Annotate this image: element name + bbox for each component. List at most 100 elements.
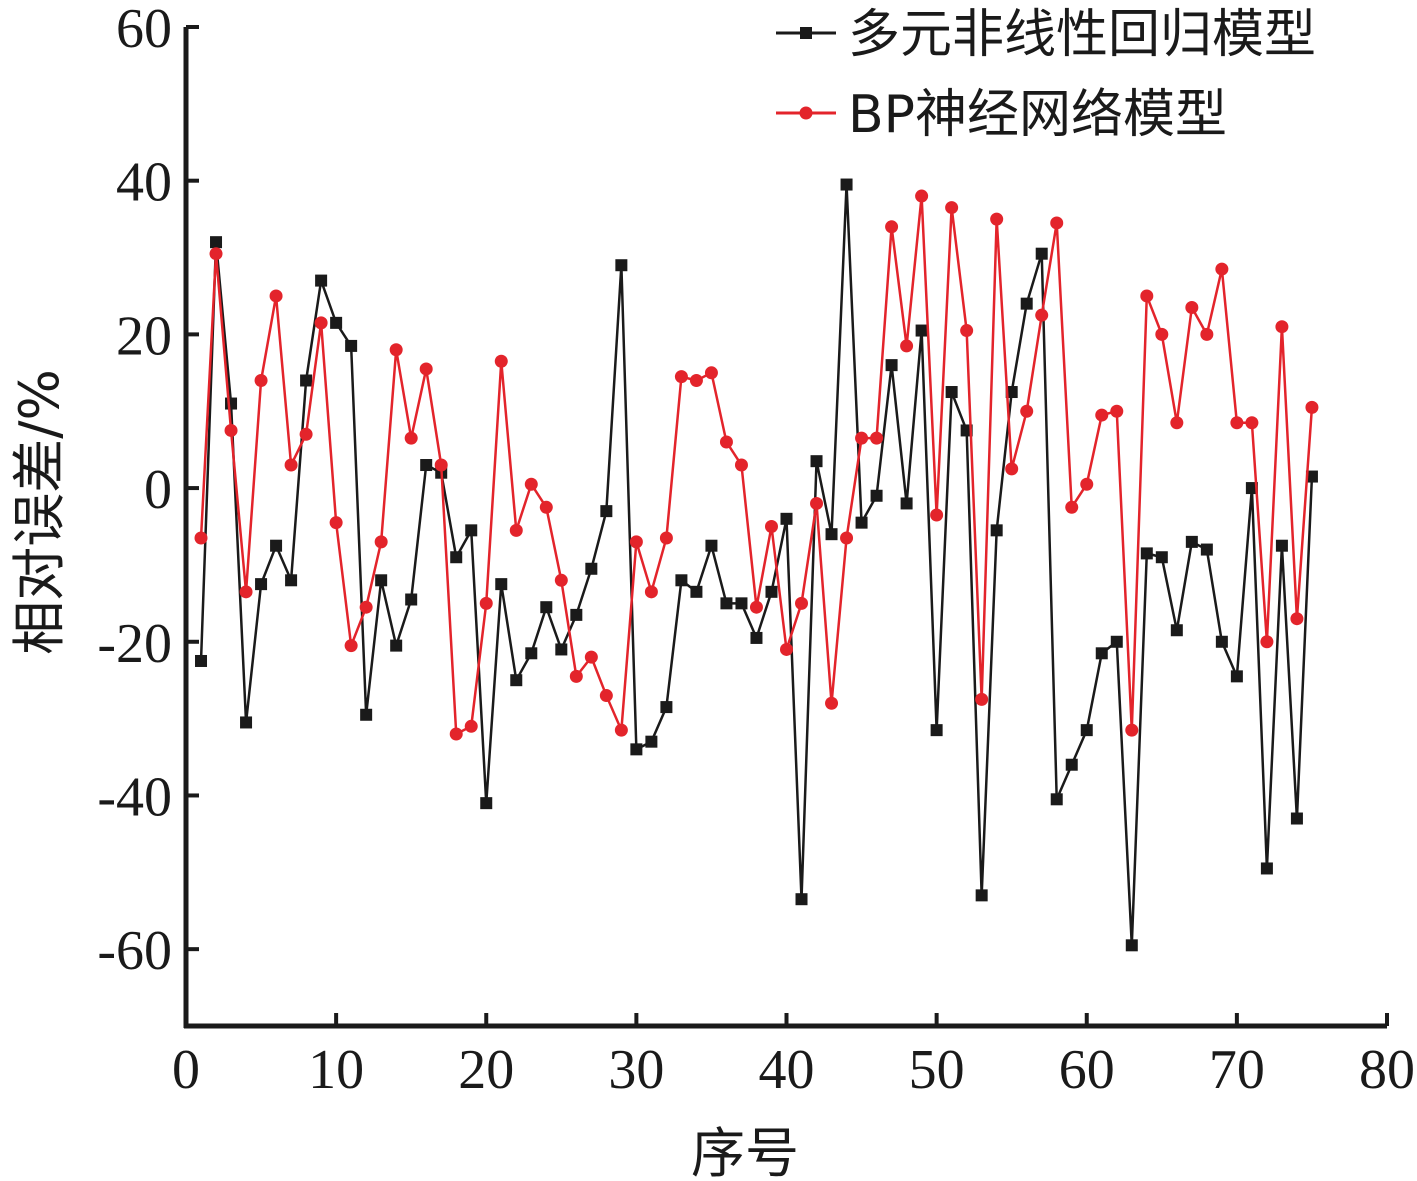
data-point: [599, 689, 613, 703]
data-point: [194, 531, 208, 545]
data-point: [555, 643, 568, 656]
data-point: [1290, 612, 1304, 626]
data-point: [359, 600, 373, 614]
x-tick-label: 70: [1209, 1039, 1265, 1101]
data-point: [1155, 327, 1169, 341]
data-point: [734, 458, 748, 472]
x-tick-label: 0: [172, 1039, 200, 1101]
data-point: [645, 735, 658, 748]
data-point: [660, 701, 673, 714]
data-point: [615, 259, 628, 272]
data-point: [690, 585, 703, 598]
data-point: [885, 220, 899, 234]
data-point: [810, 455, 823, 468]
data-point: [585, 562, 598, 575]
data-point: [930, 724, 943, 737]
data-point: [495, 578, 508, 591]
data-point: [360, 708, 373, 721]
data-point: [1125, 723, 1139, 737]
data-point: [209, 247, 223, 261]
data-point: [870, 431, 884, 445]
x-tick-label: 10: [308, 1039, 364, 1101]
data-point: [1245, 482, 1258, 495]
data-point: [494, 354, 508, 368]
legend-label: 多元非线性回归模型: [848, 5, 1316, 65]
data-point: [735, 597, 748, 610]
data-point: [239, 585, 253, 599]
data-point: [1290, 812, 1303, 825]
data-point: [300, 374, 313, 387]
data-point: [299, 427, 313, 441]
data-point: [525, 647, 538, 660]
data-point: [840, 178, 853, 191]
data-point: [1125, 939, 1138, 952]
data-point: [255, 578, 268, 591]
data-point: [344, 639, 358, 653]
x-tick-label: 20: [458, 1039, 514, 1101]
x-tick-label: 80: [1359, 1039, 1415, 1101]
data-point: [1065, 500, 1079, 514]
data-point: [750, 631, 763, 644]
data-point: [584, 650, 598, 664]
data-point: [224, 423, 238, 437]
data-point: [1080, 724, 1093, 737]
y-tick-label: 20: [116, 305, 172, 367]
data-point: [855, 516, 868, 529]
data-point: [780, 642, 793, 656]
legend: 多元非线性回归模型 BP神经网络模型: [776, 5, 1316, 145]
y-tick-label: 0: [144, 459, 172, 521]
data-point: [945, 386, 958, 399]
data-point: [1260, 862, 1273, 875]
data-point: [1215, 635, 1228, 648]
data-point: [870, 489, 883, 502]
data-point: [915, 324, 928, 337]
series-layer: [194, 178, 1319, 952]
data-point: [810, 496, 824, 510]
legend-item: BP神经网络模型: [776, 85, 1227, 145]
data-point: [644, 585, 658, 599]
data-point: [240, 716, 253, 729]
x-axis-ticks: 0 10 20 30 40 50 60 70 80: [172, 1013, 1415, 1101]
data-point: [675, 574, 688, 587]
data-point: [195, 654, 208, 667]
data-point: [540, 601, 553, 614]
legend-label: BP神经网络模型: [848, 85, 1227, 145]
data-point: [1275, 320, 1289, 334]
x-tick-label: 30: [608, 1039, 664, 1101]
data-point: [855, 431, 869, 445]
data-point: [1200, 327, 1214, 341]
data-point: [509, 523, 523, 537]
x-tick-label: 50: [909, 1039, 965, 1101]
data-point: [825, 528, 838, 541]
data-point: [285, 574, 298, 587]
data-point: [1245, 416, 1259, 430]
data-point: [764, 520, 778, 533]
data-point: [329, 516, 343, 530]
data-point: [554, 573, 568, 587]
data-point: [389, 343, 403, 357]
data-point: [1305, 400, 1319, 414]
data-point: [450, 551, 463, 564]
data-point: [795, 596, 809, 610]
data-point: [1140, 289, 1154, 303]
data-point: [375, 574, 388, 587]
data-point: [780, 512, 793, 525]
x-axis-title: 序号: [691, 1122, 799, 1181]
legend-marker: [799, 106, 813, 120]
data-point: [1170, 624, 1183, 637]
data-point: [539, 500, 553, 514]
data-point: [900, 339, 914, 353]
data-point: [600, 505, 613, 518]
data-point: [795, 893, 808, 906]
y-tick-label: -60: [97, 920, 172, 982]
data-point: [465, 524, 478, 537]
data-point: [284, 458, 298, 472]
data-point: [404, 431, 418, 445]
series-1: [195, 178, 1318, 952]
data-point: [524, 477, 538, 491]
data-point: [1275, 539, 1288, 552]
data-point: [720, 597, 733, 610]
data-point: [434, 458, 448, 472]
x-tick-label: 40: [759, 1039, 815, 1101]
data-point: [270, 539, 283, 552]
